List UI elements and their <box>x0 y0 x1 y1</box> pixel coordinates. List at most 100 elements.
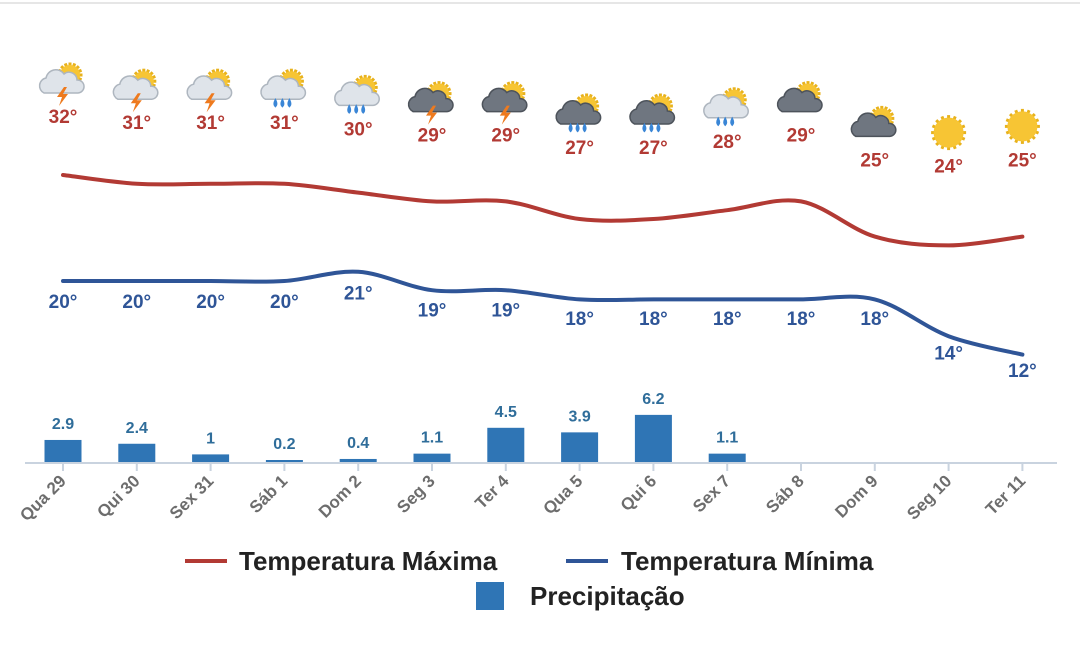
sun-cloud-rain-icon <box>260 68 307 108</box>
x-tick-label: Dom 9 <box>831 471 881 521</box>
precip-value-label: 1.1 <box>716 430 738 447</box>
rain-drop <box>347 104 352 114</box>
rain-drop <box>354 104 359 114</box>
legend-precip-swatch <box>476 582 504 610</box>
precip-value-label: 0.4 <box>347 435 369 452</box>
top-divider <box>0 2 1080 4</box>
x-tick-label: Qui 30 <box>93 471 143 521</box>
max-temperature-line <box>61 173 1025 248</box>
rain-drop <box>656 122 661 133</box>
x-tick-label: Qui 6 <box>617 471 660 514</box>
min-temp-label: 19° <box>418 301 447 322</box>
sun-disc <box>933 117 964 148</box>
precip-value-label: 1.1 <box>421 430 443 447</box>
x-tick-label: Ter 11 <box>982 471 1029 518</box>
max-temp-label: 27° <box>639 138 668 159</box>
min-temp-label: 18° <box>565 309 594 330</box>
max-temp-label: 30° <box>344 119 373 140</box>
light-cloud <box>38 69 85 94</box>
lightning-bolt <box>204 93 216 113</box>
rain-drop <box>361 104 366 114</box>
sun-icon <box>1004 108 1040 144</box>
rain-drop <box>575 122 580 133</box>
dark-cloud <box>776 87 823 113</box>
sun-darkcloud-rain-icon <box>555 93 602 133</box>
x-tick-label: Ter 4 <box>471 471 513 513</box>
max-temp-label: 28° <box>713 132 742 153</box>
rain-drop <box>723 116 728 127</box>
precip-bar <box>118 443 156 462</box>
min-temp-label: 20° <box>196 292 225 313</box>
min-temp-label: 20° <box>270 292 299 313</box>
sun-cloud-rain-icon <box>334 74 380 114</box>
rain-drop <box>649 122 654 133</box>
min-temp-label: 12° <box>1008 361 1037 382</box>
rain-drop <box>280 97 285 108</box>
rain-drop <box>716 116 721 127</box>
precip-bar <box>487 427 525 462</box>
min-temp-label: 18° <box>860 309 889 330</box>
sun-darkcloud-icon <box>850 105 897 138</box>
sun-cloud-thunder-icon <box>112 68 159 113</box>
dark-cloud <box>555 100 602 125</box>
max-temp-label: 27° <box>565 138 594 159</box>
precip-value-label: 2.9 <box>52 416 74 433</box>
sun-disc <box>1007 111 1038 142</box>
max-temp-label: 29° <box>418 126 447 147</box>
x-tick-label: Seg 10 <box>903 471 955 523</box>
sun-darkcloud-thunder-icon <box>481 81 528 125</box>
precip-bar <box>708 453 746 462</box>
max-temp-label: 29° <box>491 126 520 147</box>
x-tick-label: Sáb 1 <box>246 471 292 517</box>
max-temp-label: 25° <box>1008 150 1037 171</box>
min-temp-label: 18° <box>639 309 668 330</box>
min-temp-label: 20° <box>49 292 78 313</box>
sun-darkcloud-icon <box>776 81 823 113</box>
precip-bar <box>192 454 230 462</box>
rain-drop <box>582 122 587 133</box>
x-tick-label: Seg 3 <box>393 471 439 517</box>
light-cloud <box>260 75 307 100</box>
precip-bar <box>339 458 377 462</box>
max-temp-label: 25° <box>860 150 889 171</box>
max-temp-label: 31° <box>270 113 299 134</box>
rain-drop <box>273 97 278 108</box>
legend-min-label: Temperatura Mínima <box>621 546 874 576</box>
precip-value-label: 3.9 <box>568 408 590 425</box>
max-temp-label: 31° <box>196 113 225 134</box>
min-temp-label: 18° <box>787 309 816 330</box>
precip-bar <box>634 414 672 462</box>
dark-cloud <box>629 100 676 125</box>
dark-cloud <box>407 87 454 113</box>
precip-value-label: 0.2 <box>273 436 295 453</box>
precip-bar <box>413 453 451 462</box>
min-temp-label: 18° <box>713 309 742 330</box>
sun-cloud-thunder-icon <box>186 68 233 113</box>
sun-icon <box>931 115 967 151</box>
max-temp-label: 32° <box>49 107 78 128</box>
min-temp-label: 21° <box>344 283 373 304</box>
max-temp-label: 24° <box>934 157 963 178</box>
min-temp-label: 20° <box>122 292 151 313</box>
min-temperature-line <box>61 269 1025 357</box>
sun-darkcloud-rain-icon <box>629 93 676 133</box>
sun-cloud-rain-icon <box>703 87 749 127</box>
legend-max-label: Temperatura Máxima <box>239 546 498 576</box>
x-tick-label: Sáb 8 <box>762 471 808 517</box>
rain-drop <box>568 122 573 133</box>
lightning-bolt <box>426 105 437 125</box>
lightning-bolt <box>499 105 511 125</box>
x-tick-label: Sex 7 <box>689 471 734 516</box>
rain-drop <box>730 116 735 127</box>
dark-cloud <box>481 87 528 113</box>
max-temp-label: 31° <box>122 113 151 134</box>
legend-precip-label: Precipitação <box>530 581 685 611</box>
light-cloud <box>334 81 380 107</box>
sun-darkcloud-thunder-icon <box>407 81 454 125</box>
x-tick-label: Qua 29 <box>16 471 70 525</box>
rain-drop <box>287 97 292 108</box>
precip-bar <box>44 439 82 462</box>
max-temp-label: 29° <box>787 126 816 147</box>
